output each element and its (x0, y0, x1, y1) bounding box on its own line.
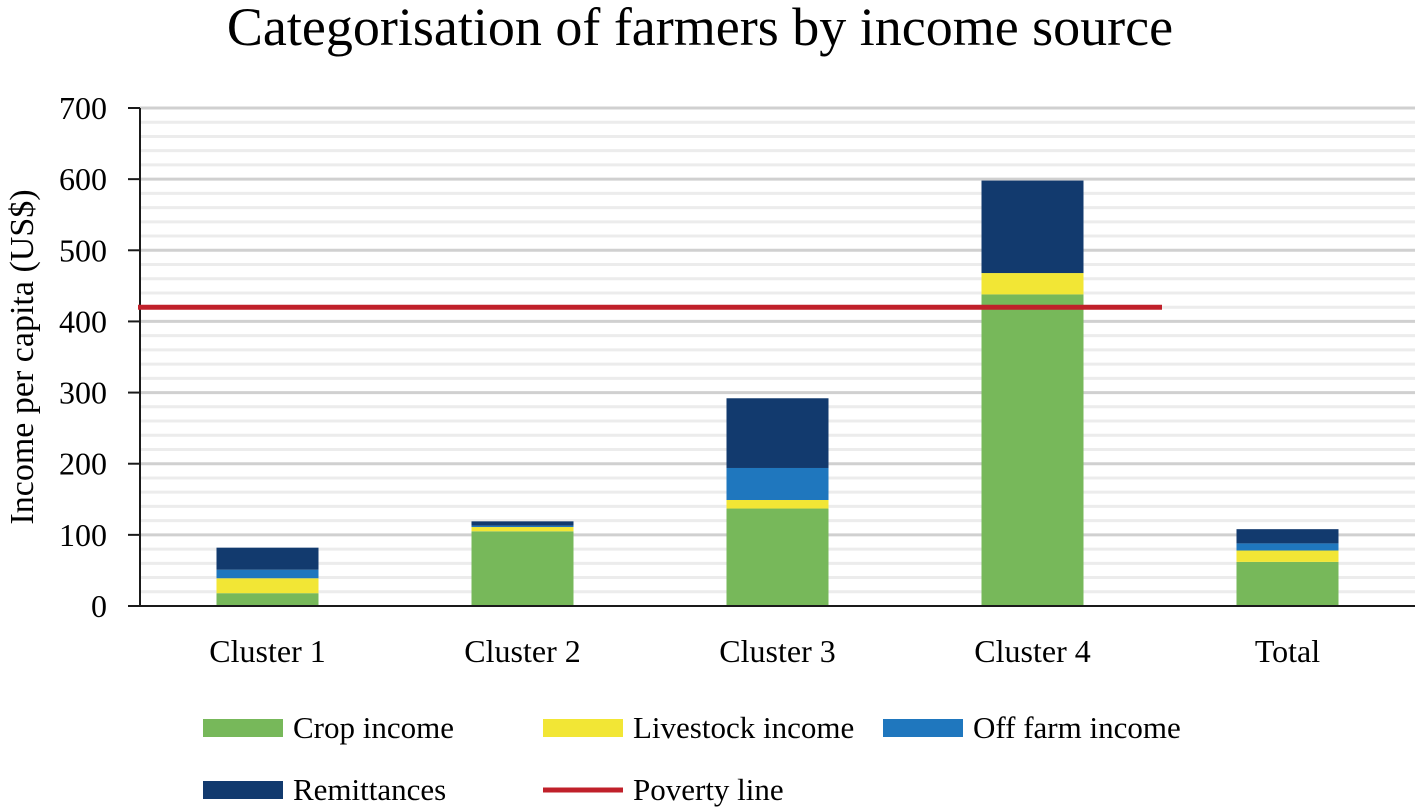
bar-segment-crop-income (216, 593, 319, 606)
bar-segment-remittances (471, 521, 574, 526)
legend-item-off-farm-income: Off farm income (883, 710, 1181, 745)
chart-title: Categorisation of farmers by income sour… (227, 0, 1173, 57)
bar-segment-remittances (1236, 529, 1339, 544)
legend-item-livestock-income: Livestock income (543, 710, 854, 745)
y-tick-label: 700 (59, 90, 107, 126)
legend-label: Poverty line (633, 772, 784, 807)
y-tick-label: 500 (59, 232, 107, 268)
legend-swatch (883, 719, 963, 737)
y-axis-tick-labels: 0 100 200 300 400 500 600 700 (59, 90, 140, 624)
y-axis-label: Income per capita (US$) (4, 189, 41, 524)
bar-segment-crop-income (1236, 561, 1339, 606)
legend-swatch (203, 781, 283, 799)
bar-segment-crop-income (471, 531, 574, 606)
legend-item-crop-income: Crop income (203, 710, 454, 745)
bar-segment-livestock-income (981, 273, 1084, 295)
x-axis-tick-labels: Cluster 1 Cluster 2 Cluster 3 Cluster 4 Tota… (209, 633, 1320, 669)
bar-segment-livestock-income (1236, 550, 1339, 562)
y-tick-label: 300 (59, 375, 107, 411)
x-tick-label: Cluster 3 (719, 633, 835, 669)
y-tick-label: 400 (59, 303, 107, 339)
x-tick-label: Cluster 4 (974, 633, 1090, 669)
bar-segment-crop-income (726, 508, 829, 606)
bar-segment-remittances (981, 180, 1084, 274)
bar-segment-livestock-income (471, 527, 574, 532)
bar-segment-remittances (216, 547, 319, 570)
bar-stacks (216, 180, 1339, 606)
y-tick-label: 200 (59, 446, 107, 482)
legend-swatch (543, 719, 623, 737)
x-tick-label: Cluster 2 (464, 633, 580, 669)
legend-label: Livestock income (633, 710, 854, 745)
bar-segment-off-farm-income (471, 525, 574, 528)
y-tick-label: 600 (59, 161, 107, 197)
legend-label: Off farm income (973, 710, 1181, 745)
legend-item-poverty-line: Poverty line (543, 772, 784, 807)
legend-swatch (203, 719, 283, 737)
legend-label: Remittances (293, 772, 446, 807)
y-tick-label: 0 (91, 588, 107, 624)
bar-segment-crop-income (981, 294, 1084, 606)
legend: Crop income Livestock income Off farm inco… (203, 710, 1181, 807)
legend-label: Crop income (293, 710, 454, 745)
bar-segment-remittances (726, 398, 829, 468)
bar-segment-off-farm-income (726, 467, 829, 500)
bar-segment-livestock-income (216, 578, 319, 594)
x-tick-label: Total (1255, 633, 1320, 669)
legend-item-remittances: Remittances (203, 772, 446, 807)
bar-segment-livestock-income (726, 499, 829, 509)
bar-segment-off-farm-income (1236, 543, 1339, 551)
bar-segment-off-farm-income (216, 569, 319, 579)
y-tick-label: 100 (59, 517, 107, 553)
x-tick-label: Cluster 1 (209, 633, 325, 669)
